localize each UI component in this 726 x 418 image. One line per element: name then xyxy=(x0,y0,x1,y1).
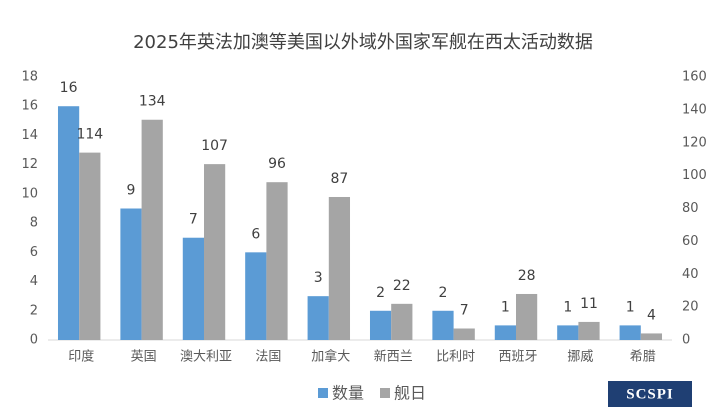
chart-title: 2025年英法加澳等美国以外域外国家军舰在西太活动数据 xyxy=(133,32,593,53)
data-label: 87 xyxy=(330,171,348,187)
data-label: 28 xyxy=(518,268,536,284)
y-tick-label: 12 xyxy=(21,157,38,172)
data-label: 11 xyxy=(580,296,598,312)
y-tick-label: 6 xyxy=(30,245,38,260)
data-label: 1 xyxy=(501,299,510,315)
y2-tick-label: 60 xyxy=(682,234,699,249)
data-label: 22 xyxy=(393,278,411,294)
x-tick-label: 英国 xyxy=(131,350,157,365)
legend-label: 舰日 xyxy=(394,384,426,403)
y2-tick-label: 20 xyxy=(682,300,699,315)
data-label: 4 xyxy=(647,307,656,323)
bar xyxy=(578,321,600,340)
x-tick-label: 西班牙 xyxy=(498,350,537,365)
bar xyxy=(516,293,538,340)
y2-tick-label: 40 xyxy=(682,267,699,282)
y2-tick-label: 100 xyxy=(682,168,707,183)
x-tick-label: 希腊 xyxy=(630,350,656,365)
logo-box xyxy=(608,381,692,407)
data-label: 1 xyxy=(563,299,572,315)
bar xyxy=(120,208,142,340)
data-label: 7 xyxy=(189,212,198,228)
data-label: 9 xyxy=(127,183,136,199)
bar xyxy=(494,325,516,340)
data-label: 107 xyxy=(201,138,228,154)
data-label: 134 xyxy=(139,94,166,110)
x-tick-label: 澳大利亚 xyxy=(180,349,232,365)
bar xyxy=(557,325,579,340)
y2-tick-label: 140 xyxy=(682,102,707,117)
bar xyxy=(307,296,329,340)
y-tick-label: 4 xyxy=(30,274,38,289)
bar xyxy=(204,164,226,340)
bar xyxy=(453,328,475,340)
data-label: 2 xyxy=(376,285,385,301)
bar xyxy=(640,333,663,340)
bar xyxy=(369,310,392,340)
y-tick-label: 10 xyxy=(21,186,38,201)
bar xyxy=(57,106,80,340)
data-label: 114 xyxy=(76,127,103,143)
y-tick-label: 18 xyxy=(21,70,38,85)
x-tick-label: 挪威 xyxy=(567,350,593,365)
y2-tick-label: 160 xyxy=(682,70,707,85)
y-tick-label: 8 xyxy=(30,216,38,231)
data-label: 96 xyxy=(268,156,286,172)
y-tick-label: 14 xyxy=(21,128,38,143)
data-label: 6 xyxy=(251,226,260,242)
bar xyxy=(182,237,204,340)
bar xyxy=(619,325,641,340)
y2-tick-label: 80 xyxy=(682,201,699,216)
bar xyxy=(245,252,267,340)
logo: SCSPI xyxy=(626,386,674,402)
y-tick-label: 16 xyxy=(21,99,38,114)
data-label: 7 xyxy=(460,302,469,318)
y-tick-label: 2 xyxy=(30,303,38,318)
x-tick-label: 印度 xyxy=(68,349,94,365)
bar xyxy=(141,119,163,340)
y2-tick-label: 0 xyxy=(682,333,690,348)
bar xyxy=(266,182,288,340)
x-tick-label: 加拿大 xyxy=(311,349,350,365)
y-tick-label: 0 xyxy=(30,333,38,348)
x-tick-label: 法国 xyxy=(255,350,281,365)
x-tick-label: 新西兰 xyxy=(374,349,413,365)
data-label: 2 xyxy=(439,285,448,301)
bar xyxy=(391,303,413,340)
legend-label: 数量 xyxy=(332,384,364,403)
data-label: 16 xyxy=(60,80,78,96)
bar xyxy=(432,310,454,340)
data-label: 3 xyxy=(314,270,323,286)
legend-swatch xyxy=(318,388,328,398)
x-tick-label: 比利时 xyxy=(436,350,475,365)
data-label: 1 xyxy=(626,299,635,315)
y2-tick-label: 120 xyxy=(682,135,707,150)
bar xyxy=(79,152,101,340)
legend-swatch xyxy=(380,388,390,398)
bar xyxy=(328,196,351,340)
